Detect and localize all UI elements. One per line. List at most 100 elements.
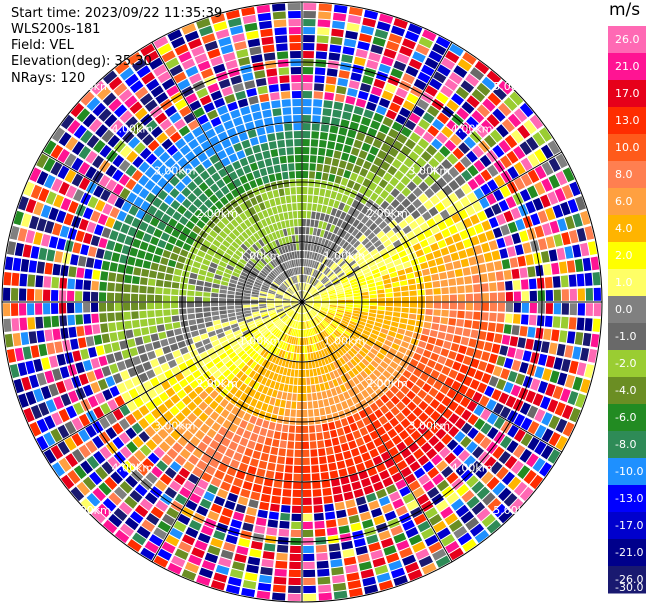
colorbar-segment (608, 485, 646, 513)
velocity-gate (385, 390, 395, 399)
velocity-gate (467, 427, 479, 440)
velocity-gate (302, 163, 309, 171)
velocity-gate (161, 50, 176, 63)
velocity-gate (172, 151, 184, 162)
velocity-gate (194, 209, 204, 219)
velocity-gate (171, 366, 181, 375)
velocity-gate (266, 68, 278, 77)
velocity-gate (114, 104, 128, 118)
velocity-gate (348, 379, 356, 388)
velocity-gate (391, 159, 402, 169)
velocity-gate (318, 3, 332, 12)
velocity-gate (212, 239, 221, 248)
velocity-gate (272, 3, 286, 12)
velocity-gate (356, 383, 365, 392)
velocity-gate (569, 288, 577, 301)
velocity-gate (59, 303, 67, 314)
velocity-gate (246, 262, 254, 270)
velocity-gate (479, 436, 492, 450)
velocity-gate (332, 217, 339, 226)
velocity-gate (345, 270, 353, 276)
velocity-gate (291, 298, 299, 301)
velocity-gate (150, 126, 163, 138)
velocity-gate (459, 364, 469, 375)
velocity-gate (593, 287, 601, 301)
colorbar-tick-label: -10.0 (615, 465, 643, 478)
velocity-gate (67, 364, 78, 377)
velocity-gate (275, 230, 281, 239)
velocity-gate (180, 320, 189, 327)
velocity-gate (338, 260, 346, 267)
velocity-gate (352, 313, 360, 317)
velocity-gate (244, 147, 254, 157)
velocity-gate (313, 187, 320, 196)
velocity-gate (382, 225, 392, 234)
velocity-gate (295, 259, 299, 267)
velocity-gate (126, 400, 138, 412)
velocity-gate (252, 243, 259, 252)
colorbar-segment (608, 512, 646, 540)
velocity-gate (297, 385, 302, 393)
velocity-gate (312, 489, 322, 497)
velocity-gate (182, 163, 194, 174)
velocity-gate (394, 380, 404, 390)
velocity-gate (344, 372, 352, 381)
velocity-gate (270, 326, 277, 333)
velocity-gate (257, 85, 268, 95)
velocity-gate (487, 92, 502, 106)
velocity-gate (164, 105, 177, 117)
velocity-gate (425, 252, 434, 261)
velocity-gate (417, 308, 425, 315)
velocity-gate (324, 439, 332, 448)
colorbar-tick-label: 1.0 (615, 276, 633, 289)
velocity-gate (257, 346, 264, 354)
velocity-gate (320, 292, 328, 296)
velocity-gate (100, 189, 111, 202)
velocity-gate (209, 400, 219, 410)
velocity-gate (337, 248, 344, 256)
velocity-gate (94, 368, 104, 380)
velocity-gate (225, 164, 235, 174)
velocity-gate (349, 278, 357, 284)
velocity-gate (424, 282, 433, 289)
velocity-gate (256, 127, 266, 136)
velocity-gate (305, 321, 308, 329)
velocity-gate (312, 327, 317, 335)
velocity-gate (248, 388, 257, 398)
velocity-gate (355, 364, 363, 373)
velocity-gate (392, 316, 400, 323)
velocity-gate (314, 179, 321, 188)
velocity-gate (374, 29, 389, 40)
velocity-gate (44, 262, 53, 275)
velocity-gate (291, 299, 299, 302)
velocity-gate (355, 496, 367, 506)
velocity-gate (478, 330, 487, 341)
velocity-gate (82, 476, 97, 491)
velocity-gate (215, 328, 224, 335)
velocity-gate (452, 444, 465, 457)
velocity-gate (85, 166, 97, 180)
velocity-gate (266, 404, 274, 413)
velocity-gate (302, 306, 304, 313)
velocity-gate (302, 203, 307, 211)
velocity-gate (288, 425, 295, 433)
velocity-gate (334, 350, 342, 358)
velocity-gate (164, 467, 177, 479)
velocity-gate (102, 389, 113, 401)
velocity-gate (333, 4, 348, 14)
velocity-gate (114, 395, 125, 407)
velocity-gate (158, 331, 167, 340)
velocity-gate (287, 593, 301, 601)
velocity-gate (251, 270, 259, 276)
velocity-gate (372, 36, 386, 47)
velocity-gate (341, 400, 349, 410)
velocity-gate (288, 163, 295, 171)
velocity-gate (134, 86, 149, 100)
velocity-gate (304, 321, 307, 329)
velocity-gate (341, 483, 352, 493)
velocity-gate (298, 291, 301, 299)
velocity-gate (269, 287, 277, 292)
velocity-gate (427, 336, 437, 345)
velocity-gate (157, 520, 171, 533)
velocity-gate (337, 297, 345, 300)
